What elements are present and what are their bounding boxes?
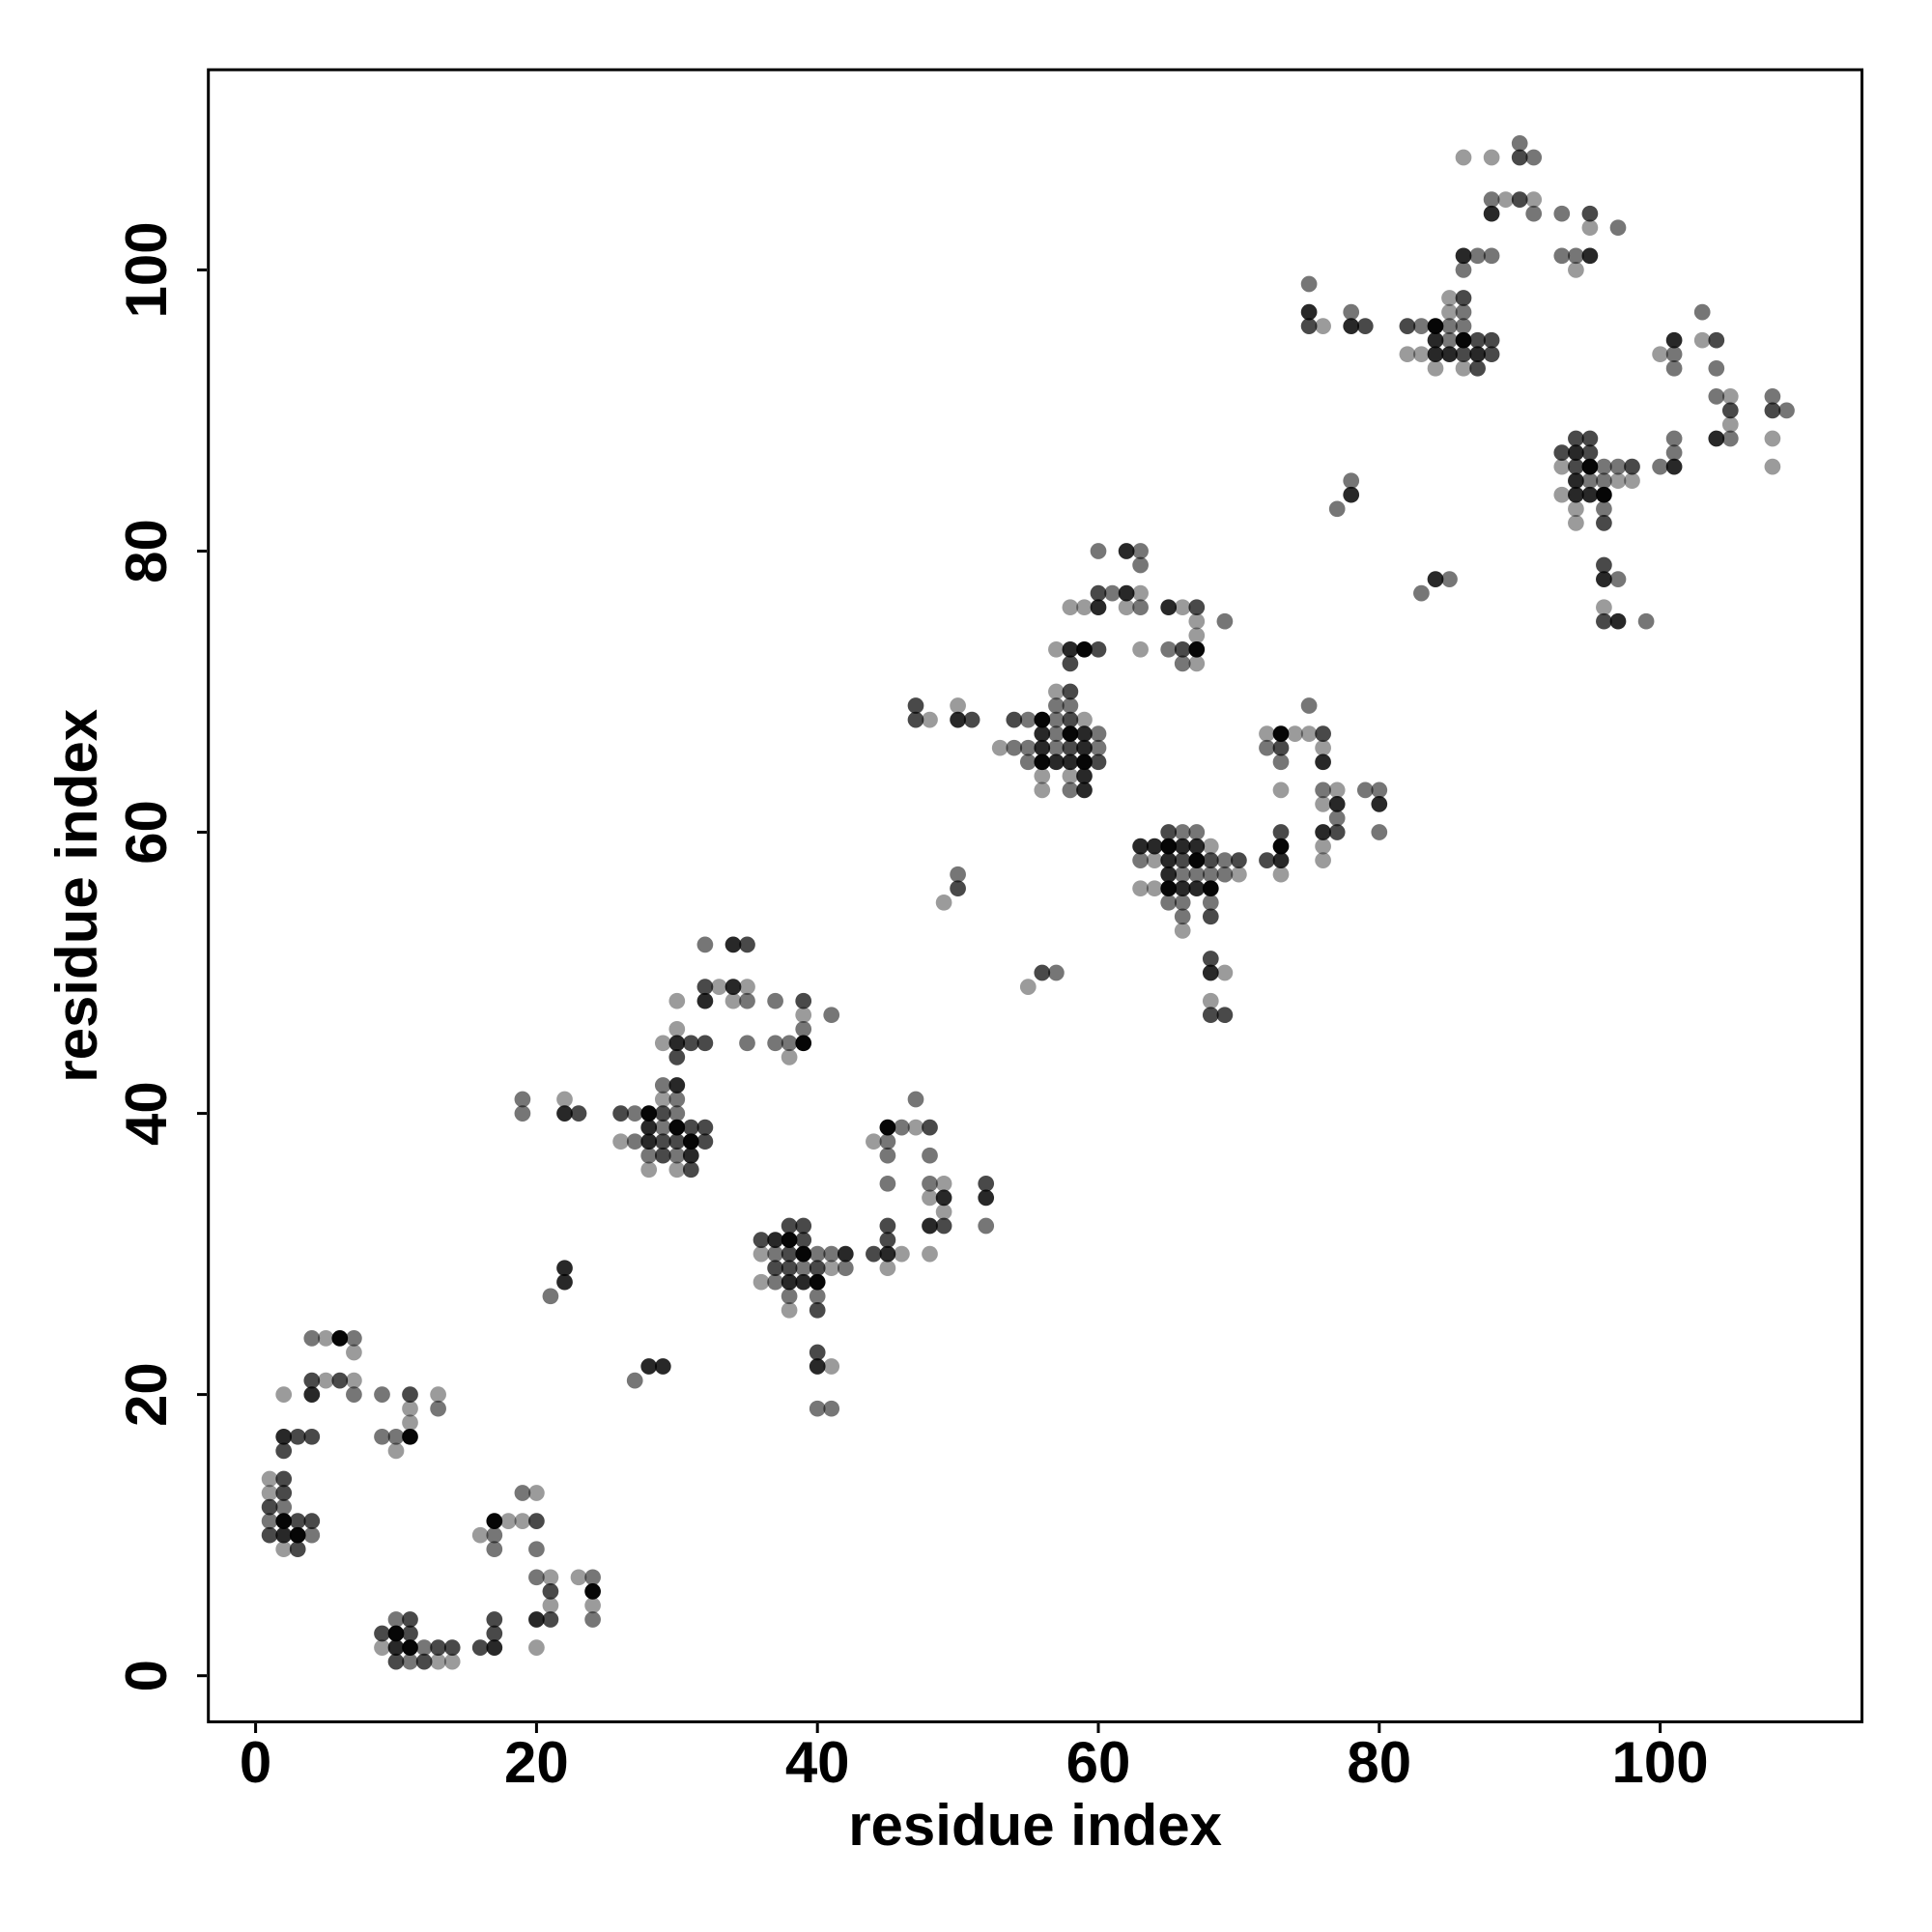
svg-text:100: 100 [1612, 1730, 1709, 1795]
svg-text:60: 60 [114, 800, 179, 865]
svg-text:0: 0 [240, 1730, 271, 1795]
svg-text:60: 60 [1066, 1730, 1131, 1795]
svg-text:100: 100 [114, 221, 179, 318]
svg-text:80: 80 [114, 519, 179, 583]
svg-text:residue index: residue index [44, 709, 109, 1083]
svg-text:0: 0 [114, 1660, 179, 1691]
svg-text:40: 40 [114, 1081, 179, 1146]
svg-text:40: 40 [785, 1730, 850, 1795]
svg-text:20: 20 [504, 1730, 569, 1795]
svg-text:residue index: residue index [848, 1793, 1222, 1858]
svg-text:20: 20 [114, 1362, 179, 1427]
svg-text:80: 80 [1347, 1730, 1411, 1795]
